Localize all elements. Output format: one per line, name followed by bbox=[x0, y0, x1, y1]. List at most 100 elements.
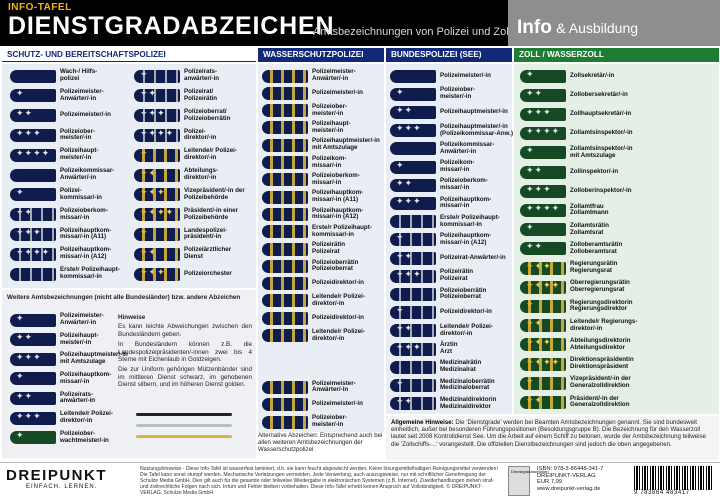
hint-paragraph: Es kann leichte Abweichungen zwischen de… bbox=[118, 323, 252, 338]
rank-row: ✦✦✦✦ Zollamtsinspektor/-in bbox=[520, 126, 633, 142]
rank-insignia-icon bbox=[262, 190, 308, 204]
rank-label: Leitende/r Polizei- direktor/-in bbox=[312, 293, 365, 307]
rank-insignia-icon: ✦ bbox=[390, 160, 436, 174]
rank-label: Polizeiober- meister/-in bbox=[60, 127, 96, 142]
rank-row: ✦✦✦ Polizeirätin Polizeirat bbox=[390, 268, 473, 284]
rank-insignia-icon bbox=[390, 287, 436, 301]
rank-row: Polizeirätin Polizeirat bbox=[262, 241, 345, 257]
rank-row: ✦✦✦ Polizeihauptkom- missar/-in (A11) bbox=[10, 226, 111, 242]
rank-insignia-icon: ✦✦✦ bbox=[10, 227, 56, 241]
rank-label: Polizei- direktor/-in bbox=[184, 127, 217, 142]
footer: DREIPUNKT EINFACH. LERNEN. Nutzungshinwe… bbox=[0, 462, 720, 500]
rank-label: Abteilungsdirektorin Abteilungsdirektor bbox=[570, 337, 631, 351]
rank-row: ✦✦✦ Zolloberinspektor/-in bbox=[520, 183, 632, 199]
rank-row: Polizeikommissar- Anwärter/-in bbox=[10, 167, 114, 183]
rank-row: Erste/r Polizeihaupt- kommissar/-in bbox=[262, 224, 372, 240]
rank-row: ✦ Polizei- kommissar/-in bbox=[10, 187, 102, 203]
rank-label: Erste/r Polizeihaupt- kommissar/-in bbox=[60, 266, 120, 280]
rank-row: ✦✦ Zollobersekretär/-in bbox=[520, 87, 628, 103]
rank-label: Polizeioberkom- missar/-in bbox=[60, 206, 108, 221]
rank-row: ✦✦ Abteilungs- direktor/-in bbox=[134, 167, 218, 183]
rank-insignia-icon bbox=[262, 138, 308, 152]
rank-label: Polizeimeister- Anwärter/-in bbox=[312, 379, 356, 394]
rank-label: Präsident/-in einer Polizeibehörde bbox=[184, 206, 238, 221]
rank-row: Polizeikommissar- Anwärter/-in bbox=[390, 141, 494, 157]
rank-insignia-icon: ✦ bbox=[10, 89, 56, 103]
rank-insignia-icon bbox=[262, 86, 308, 100]
rank-row: ✦ Leitende/r Polizei- direktor/-in bbox=[134, 147, 237, 163]
rank-row: ✦✦✦ Abteilungsdirektorin Abteilungsdirekt… bbox=[520, 337, 631, 353]
rank-label: Polizeirat/ Polizeirätin bbox=[184, 88, 218, 102]
barcode-number: 9 783864 483417 bbox=[634, 490, 690, 496]
rank-row: ✦✦ Medizinaldirektorin Medizinaldirektor bbox=[390, 396, 496, 412]
rank-insignia-icon: ✦✦ bbox=[134, 168, 180, 182]
rank-insignia-icon: ✦✦✦ bbox=[520, 184, 566, 198]
rank-row: ✦ Polizeikom- missar/-in bbox=[390, 159, 474, 175]
rank-row: ✦✦ Zolloberamtsrätin Zolloberamtsrat bbox=[520, 241, 622, 257]
hints-block: Hinweise Es kann leichte Abweichungen zw… bbox=[118, 314, 252, 392]
rank-row: Wach-/ Hilfs- polizei bbox=[10, 68, 97, 84]
rank-row: ✦ Medizinaloberrätin Medizinaloberrat bbox=[390, 377, 495, 393]
rank-insignia-icon bbox=[262, 294, 308, 308]
rank-row: Polizeioberrätin Polizeioberrat bbox=[390, 286, 486, 302]
rank-label: Polizeirätin Polizeirat bbox=[312, 241, 346, 255]
rank-row: Polizeiober- meister/-in bbox=[262, 414, 347, 430]
hint-paragraph: In Bundesländern können z.B. die Landesp… bbox=[118, 341, 252, 364]
rank-label: Regierungsrätin Regierungsrat bbox=[570, 260, 618, 274]
rank-insignia-icon: ✦✦✦✦ bbox=[520, 280, 566, 294]
cap-band-silver bbox=[136, 424, 232, 427]
rank-row: ✦✦✦ Polizeihauptkom- missar/-in bbox=[390, 195, 491, 211]
rank-row: Polizeihauptkom- missar/-in (A11) bbox=[262, 189, 363, 205]
rank-label: Erste/r Polizeihaupt- kommissar/-in bbox=[312, 223, 372, 238]
rank-row: ✦✦ Polizeihaupt- meister/-in bbox=[10, 332, 99, 348]
rank-label: Zollsekretär/-in bbox=[570, 71, 615, 79]
rank-label: Polizeihauptmeister/-in (Polizeikommissa… bbox=[440, 122, 514, 137]
rank-label: Leitende/r Polizei- direktor/-in bbox=[184, 147, 237, 162]
rank-insignia-icon: ✦✦ bbox=[390, 324, 436, 338]
wasserschutzpolizei-panel: Polizeimeister- Anwärter/-in Polizeimeist… bbox=[258, 64, 384, 432]
rank-label: Polizeidirektor/-in bbox=[312, 279, 364, 287]
rank-label: Polizeikommissar- Anwärter/-in bbox=[60, 167, 115, 181]
rank-row: ✦ Landespolizei- präsident/-in bbox=[134, 226, 227, 242]
alternative-badges-note: Alternative Abzeichen: Entsprechend auch… bbox=[258, 432, 383, 453]
rank-row: Polizeihaupt- meister/-in bbox=[262, 120, 351, 136]
rank-label: Direktionspräsidentin Direktionspräsiden… bbox=[570, 356, 634, 370]
rank-label: Polizeidirektor/-in bbox=[440, 308, 492, 316]
general-note-label: Allgemeine Hinweise: bbox=[391, 419, 454, 426]
rank-insignia-icon: ✦ bbox=[520, 376, 566, 390]
rank-insignia-icon bbox=[262, 242, 308, 256]
rank-row: ✦ Regierungsdirektorin Regierungsdirektor bbox=[520, 298, 633, 314]
rank-row: Polizeimeister/-in bbox=[390, 68, 491, 84]
rank-label: Oberregierungsrätin Oberregierungsrat bbox=[570, 279, 630, 294]
rank-insignia-icon bbox=[390, 142, 436, 156]
rank-insignia-icon bbox=[262, 398, 308, 412]
rank-insignia-icon: ✦ bbox=[520, 146, 566, 160]
rank-row: ✦✦✦ Polizeihauptmeister/-in mit Amtszulag… bbox=[10, 351, 128, 367]
rank-label: Polizeiorchester bbox=[184, 269, 232, 277]
rank-insignia-icon: ✦ bbox=[520, 223, 566, 237]
rank-row: ✦ Polizeiober- wachtmeister/-in bbox=[10, 430, 109, 446]
rank-row: Polizeimeister- Anwärter/-in bbox=[262, 379, 356, 395]
rank-label: Polizeihauptmeister/-in mit Amtszulage bbox=[60, 351, 128, 366]
hint-paragraph: Die zur Uniform gehörigen Mützenbänder s… bbox=[118, 366, 252, 389]
rank-insignia-icon: ✦✦✦ bbox=[10, 128, 56, 142]
isbn-info: ISBN: 978-3-86448-341-7 DREIPUNKT-VERLAG… bbox=[537, 466, 603, 492]
rank-insignia-icon bbox=[262, 104, 308, 118]
rank-insignia-icon: ✦✦✦✦ bbox=[520, 127, 566, 141]
series-name: Info bbox=[517, 17, 552, 38]
rank-row: ✦✦✦ Ärztin Arzt bbox=[390, 341, 458, 357]
rank-insignia-icon: ✦✦ bbox=[390, 105, 436, 119]
rank-row: ✦✦✦✦ Polizeihaupt- meister/-in bbox=[10, 147, 99, 163]
rank-label: Zollamtsinspektor/-in mit Amtszulage bbox=[570, 145, 633, 159]
rank-insignia-icon bbox=[262, 173, 308, 187]
rank-row: ✦ Polizeihauptkom- missar/-in (A12) bbox=[390, 232, 491, 248]
rank-label: Polizeirätin Polizeirat bbox=[440, 268, 474, 283]
rank-label: Polizeihaupt- meister/-in bbox=[312, 120, 351, 134]
rank-row: Leitende/r Polizei- direktor/-in bbox=[262, 293, 365, 309]
rank-label: Polizeimeister/-in bbox=[440, 71, 491, 79]
page-title: DIENSTGRADABZEICHEN bbox=[8, 12, 335, 40]
rank-insignia-icon bbox=[262, 329, 308, 342]
rank-insignia-icon: ✦✦✦ bbox=[134, 188, 180, 202]
publisher-logo: DREIPUNKT EINFACH. LERNEN. bbox=[6, 467, 107, 490]
rank-label: Polizeimeister- Anwärter/-in bbox=[312, 68, 356, 82]
